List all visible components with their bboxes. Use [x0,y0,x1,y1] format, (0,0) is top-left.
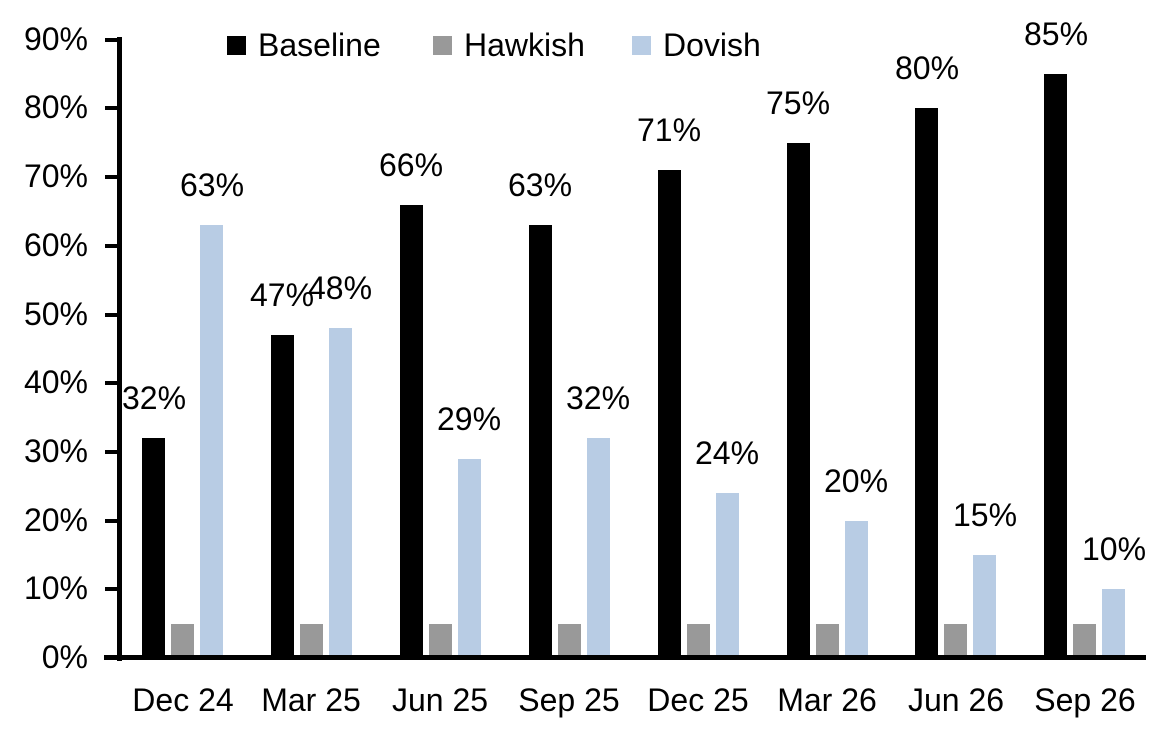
y-axis-tick [105,381,122,386]
legend-label-dovish: Dovish [663,27,761,63]
bar-dovish [587,438,610,658]
x-axis-line [104,655,1146,660]
legend-item-hawkish: Hawkish [433,27,585,63]
bar-value-label-dovish: 24% [694,435,760,471]
bar-value-label-dovish: 20% [823,463,889,499]
bar-dovish [1102,589,1125,658]
bar-dovish [200,225,223,658]
bar-baseline [1044,74,1067,658]
bar-baseline [787,143,810,658]
x-axis-category-label: Dec 25 [647,682,749,718]
legend-label-baseline: Baseline [258,27,381,63]
bar-hawkish [944,624,967,658]
legend-swatch-baseline [227,35,246,55]
bar-dovish [329,328,352,658]
bar-baseline [142,438,165,658]
y-axis-tick-label: 0% [41,639,88,675]
bar-value-label-dovish: 63% [179,167,245,203]
y-axis-tick [105,518,122,523]
y-axis-tick [105,449,122,454]
bar-value-label-baseline: 75% [765,85,831,121]
x-axis-category-label: Sep 26 [1034,682,1136,718]
x-axis-category-label: Jun 26 [907,682,1005,718]
x-axis-category-label: Mar 25 [261,682,361,718]
bar-value-label-dovish: 10% [1081,531,1147,567]
y-axis-line [117,37,122,661]
y-axis-tick [105,587,122,592]
bar-hawkish [1073,624,1096,658]
bar-value-label-baseline: 66% [378,147,444,183]
bar-value-label-baseline: 85% [1023,16,1089,52]
bar-value-label-dovish: 15% [952,497,1018,533]
bar-hawkish [816,624,839,658]
bar-baseline [529,225,552,658]
x-axis-category-label: Mar 26 [777,682,877,718]
bar-dovish [845,521,868,658]
bar-value-label-baseline: 80% [894,50,960,86]
y-axis-tick-label: 80% [23,89,88,126]
bar-hawkish [429,624,452,658]
bar-baseline [658,170,681,658]
bar-value-label-baseline: 47% [249,277,315,313]
legend-swatch-hawkish [433,35,452,55]
y-axis-tick [105,175,122,180]
bar-value-label-dovish: 29% [436,401,502,437]
legend-label-hawkish: Hawkish [464,27,585,63]
bar-baseline [400,205,423,658]
y-axis-tick-label: 90% [23,20,88,57]
y-axis-tick-label: 60% [23,226,88,263]
y-axis-tick-label: 20% [23,501,88,538]
legend-item-dovish: Dovish [632,27,761,63]
bar-value-label-dovish: 32% [565,380,631,416]
bar-dovish [458,459,481,658]
legend-item-baseline: Baseline [227,27,381,63]
bar-baseline [915,108,938,658]
y-axis-tick [105,243,122,248]
y-axis-tick-label: 30% [23,432,88,469]
y-axis-tick-label: 10% [23,570,88,607]
y-axis-tick-label: 70% [23,158,88,195]
x-axis-category-label: Dec 24 [132,682,234,718]
bar-hawkish [687,624,710,658]
y-axis-tick [105,37,122,42]
x-axis-category-label: Sep 25 [518,682,620,718]
bar-hawkish [171,624,194,658]
bar-value-label-dovish: 48% [307,270,373,306]
y-axis-tick-label: 50% [23,295,88,332]
x-axis-category-label: Jun 25 [391,682,489,718]
bar-dovish [973,555,996,658]
bar-hawkish [300,624,323,658]
bar-baseline [271,335,294,658]
bar-hawkish [558,624,581,658]
y-axis-tick [105,106,122,111]
y-axis-tick-label: 40% [23,364,88,401]
legend-swatch-dovish [632,35,651,55]
bar-value-label-baseline: 32% [121,380,187,416]
bar-dovish [716,493,739,658]
y-axis-tick [105,312,122,317]
bar-value-label-baseline: 63% [507,167,573,203]
bar-value-label-baseline: 71% [636,112,702,148]
